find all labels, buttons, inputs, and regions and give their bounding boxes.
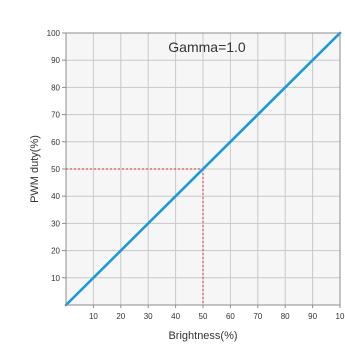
- series-line: [64, 31, 342, 307]
- x-tick-label: 10: [336, 312, 345, 321]
- plot-frame: [65, 32, 341, 306]
- x-tick-label: 50: [199, 312, 208, 321]
- reference-lines: [66, 168, 204, 305]
- y-tick-label: 90: [51, 56, 60, 65]
- x-tick-label: 10: [89, 312, 98, 321]
- x-tick-label: 80: [281, 312, 290, 321]
- axis-ticks: 10 20 30 40 50 60 70 80 90 10 10 20 30 40 50 60 70 80 90 10…: [47, 29, 345, 321]
- y-tick-label: 10: [51, 274, 60, 283]
- x-axis-label: Brightness(%): [168, 330, 237, 342]
- y-tick-label: 40: [51, 192, 60, 201]
- x-tick-label: 40: [171, 312, 180, 321]
- y-tick-label: 70: [51, 111, 60, 120]
- x-tick-label: 90: [308, 312, 317, 321]
- x-tick-label: 20: [116, 312, 125, 321]
- x-tick-label: 60: [226, 312, 235, 321]
- series-layer: [64, 31, 342, 307]
- y-tick-label: 60: [51, 138, 60, 147]
- chart-title: Gamma=1.0: [168, 39, 246, 55]
- y-tick-label: 80: [51, 83, 60, 92]
- y-tick-label: 20: [51, 247, 60, 256]
- y-axis-label: PWM duty(%): [29, 135, 41, 203]
- y-tick-label: 50: [51, 165, 60, 174]
- y-tick-label: 100: [47, 29, 61, 38]
- y-tick-label: 30: [51, 219, 60, 228]
- x-tick-label: 70: [253, 312, 262, 321]
- x-tick-label: 30: [144, 312, 153, 321]
